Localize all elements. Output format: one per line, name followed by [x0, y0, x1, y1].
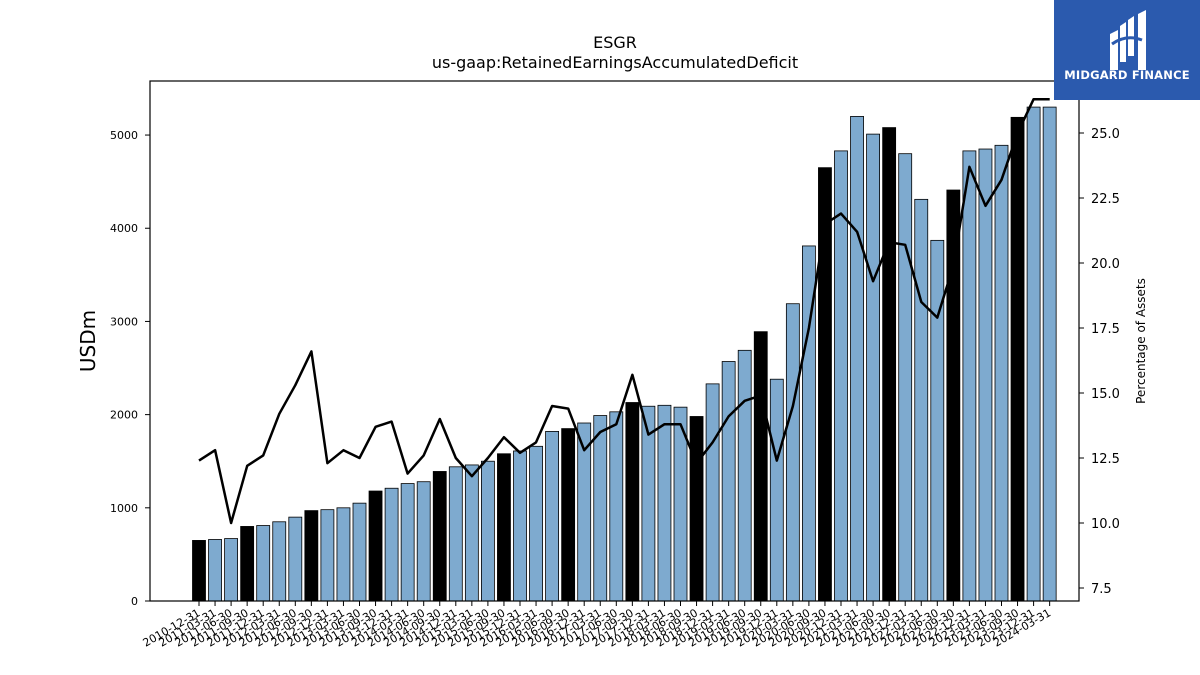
line-series	[198, 97, 1050, 525]
plot-frame	[149, 80, 1080, 602]
bar-series	[192, 106, 1057, 602]
bar	[721, 361, 736, 602]
bar	[432, 471, 447, 602]
y-axis-left: 0 1000 2000 3000 4000 5000	[110, 129, 150, 608]
bar	[994, 144, 1009, 602]
y2-tick-label: 15.0	[1091, 387, 1120, 402]
bar	[400, 483, 415, 602]
bar	[657, 404, 672, 602]
bar	[272, 521, 287, 602]
x-axis: 2010-12-312011-03-312011-06-302011-09-30…	[141, 601, 1053, 650]
bar	[497, 453, 511, 602]
bar	[689, 416, 704, 602]
y-tick-label: 2000	[110, 409, 138, 422]
bar	[769, 378, 784, 602]
bar	[737, 349, 752, 602]
chart-title: ESGR	[593, 33, 637, 52]
bar	[625, 402, 640, 602]
series-line	[198, 97, 1050, 525]
y2-tick-label: 7.5	[1091, 582, 1112, 597]
y2-tick-label: 25.0	[1091, 127, 1120, 142]
y2-tick-label: 17.5	[1091, 322, 1120, 337]
bar	[288, 516, 303, 602]
y-tick-label: 1000	[110, 502, 138, 515]
bar	[1026, 106, 1041, 602]
y2-tick-label: 10.0	[1091, 517, 1120, 532]
bar	[368, 490, 383, 602]
bar	[513, 450, 527, 602]
bar	[962, 150, 977, 602]
bar	[785, 303, 800, 602]
y-tick-label: 5000	[110, 129, 138, 142]
bar	[320, 509, 335, 602]
bar	[1042, 106, 1057, 602]
bar	[545, 430, 559, 602]
bar	[898, 153, 913, 602]
bar	[946, 189, 961, 602]
bar	[480, 460, 495, 602]
bar	[416, 481, 431, 602]
bar	[753, 331, 768, 602]
y-tick-label: 3000	[110, 315, 138, 328]
y-tick-label: 4000	[110, 222, 138, 235]
bar	[593, 415, 608, 602]
bar	[304, 510, 319, 602]
y-axis-right: 7.5 10.0 12.5 15.0 17.5 20.0 22.5 25.0	[1079, 127, 1120, 597]
y2-tick-label: 22.5	[1091, 192, 1120, 207]
y2-tick-label: 12.5	[1091, 452, 1120, 467]
midgard-m-logo-icon	[1110, 10, 1146, 70]
bar	[914, 198, 929, 602]
brand-name: MIDGARD FINANCE	[1064, 68, 1190, 82]
bar	[930, 239, 945, 602]
y2-axis-label: Percentage of Assets	[1134, 278, 1148, 404]
bar	[818, 167, 832, 602]
bar	[208, 539, 222, 602]
bar	[866, 133, 880, 602]
bar	[705, 383, 720, 602]
bar	[192, 540, 206, 602]
bar	[256, 525, 271, 602]
bar	[224, 538, 239, 602]
brand-logo: MIDGARD FINANCE	[1054, 0, 1200, 100]
bar	[978, 148, 993, 602]
bar	[561, 428, 576, 602]
y2-tick-label: 20.0	[1091, 257, 1120, 272]
bar	[240, 526, 255, 602]
bar	[448, 466, 463, 602]
bar	[609, 411, 624, 602]
chart-subtitle: us-gaap:RetainedEarningsAccumulatedDefic…	[432, 53, 798, 72]
bar	[1010, 116, 1025, 602]
bar	[529, 445, 543, 602]
bar	[352, 502, 367, 602]
bar	[464, 464, 479, 602]
y-tick-label: 0	[131, 595, 138, 608]
y-axis-label: USDm	[76, 310, 100, 372]
bar	[882, 127, 897, 602]
bar	[384, 487, 399, 602]
bar	[336, 507, 351, 602]
bar	[850, 116, 864, 602]
